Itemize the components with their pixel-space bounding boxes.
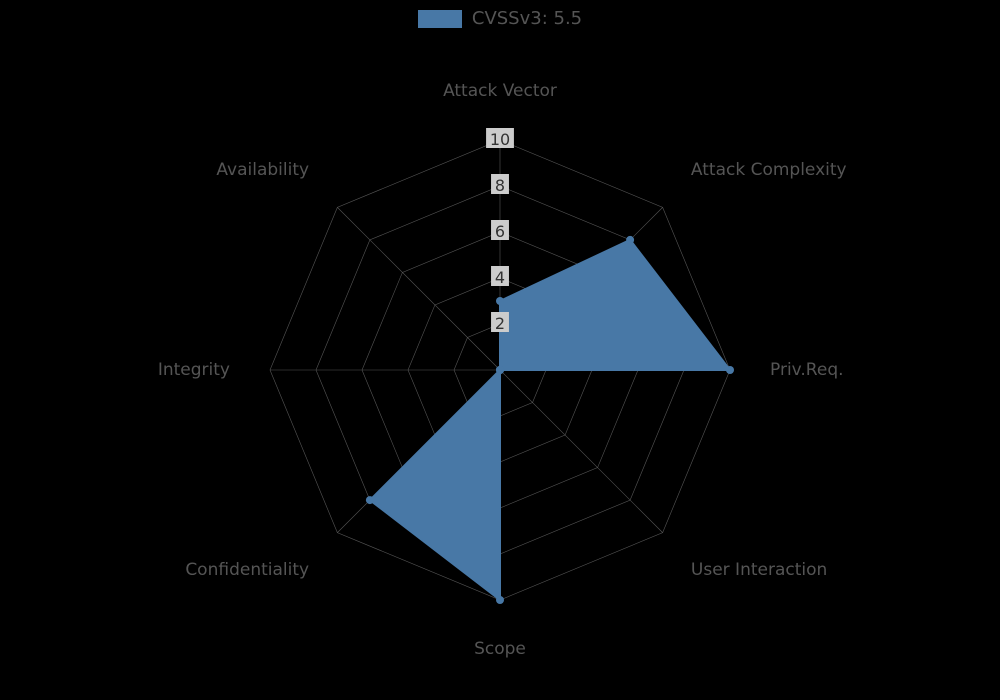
- data-point: [726, 366, 734, 374]
- legend-swatch: [418, 10, 462, 28]
- legend: CVSSv3: 5.5: [0, 8, 1000, 32]
- data-point: [496, 366, 504, 374]
- data-point: [366, 496, 374, 504]
- data-point: [626, 236, 634, 244]
- axis-label: Priv.Req.: [770, 360, 844, 380]
- axis-label: Attack Vector: [443, 81, 557, 101]
- tick-label: 10: [490, 130, 510, 149]
- legend-label: CVSSv3: 5.5: [472, 8, 582, 29]
- axis-label: Availability: [216, 160, 309, 180]
- axis-label: User Interaction: [691, 560, 827, 580]
- axis-label: Integrity: [158, 360, 230, 380]
- tick-label: 6: [495, 222, 505, 241]
- tick-label: 4: [495, 268, 505, 287]
- axis-label: Scope: [474, 639, 526, 659]
- radar-chart: Attack Vector Attack Complexity Priv.Req. U…: [0, 0, 1000, 700]
- axis-label: Confidentiality: [185, 560, 309, 580]
- data-point: [496, 297, 504, 305]
- data-point: [496, 596, 504, 604]
- tick-label: 8: [495, 176, 505, 195]
- radar-chart-container: CVSSv3: 5.5 Attack Vector Attack Complexi…: [0, 0, 1000, 700]
- tick-label: 2: [495, 314, 505, 333]
- axis-label: Attack Complexity: [691, 160, 847, 180]
